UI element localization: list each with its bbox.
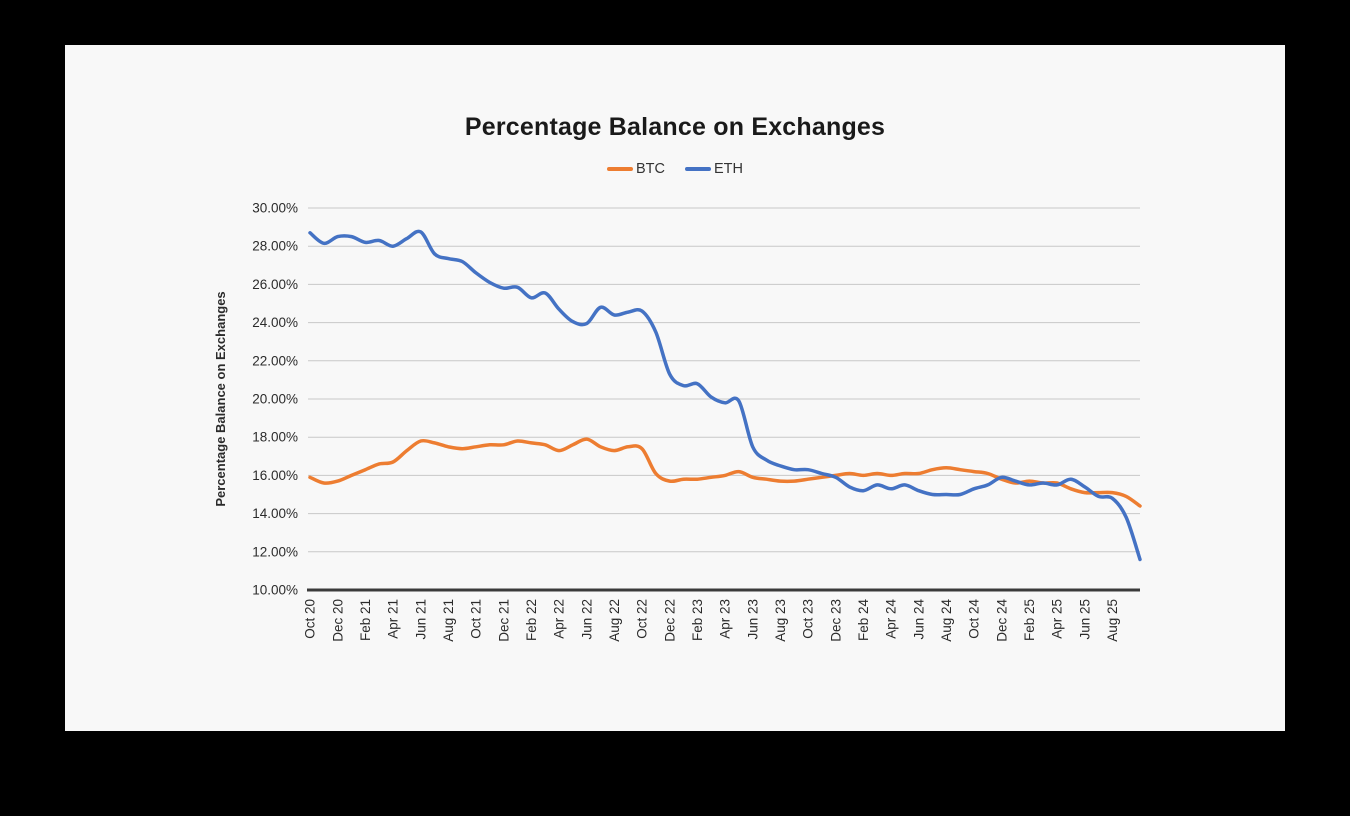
x-tick-label: Oct 23 [801,599,816,639]
y-tick-label: 24.00% [252,315,298,330]
x-tick-label: Jun 23 [745,599,760,640]
y-axis-title: Percentage Balance on Exchanges [213,291,228,506]
x-tick-label: Apr 25 [1050,599,1065,639]
y-tick-label: 22.00% [252,353,298,368]
x-tick-label: Feb 22 [524,599,539,641]
x-tick-label: Apr 21 [386,599,401,639]
legend-item-btc[interactable]: BTC [607,161,665,177]
legend-label-eth: ETH [714,161,743,177]
x-tick-label: Feb 25 [1022,599,1037,641]
x-tick-label: Dec 24 [994,599,1009,642]
y-tick-label: 26.00% [252,277,298,292]
x-tick-label: Aug 22 [607,599,622,642]
x-tick-labels: Oct 20 Dec 20 Feb 21 Apr 21 Jun 21 Aug 21 Oct … [303,599,1120,642]
x-tick-label: Oct 22 [635,599,650,639]
y-tick-label: 10.00% [252,583,298,598]
eth-line-swatch [685,166,711,172]
x-tick-label: Jun 22 [579,599,594,640]
x-tick-label: Feb 24 [856,599,871,642]
legend-label-btc: BTC [636,161,665,177]
y-tick-label: 16.00% [252,468,298,483]
x-tick-label: Jun 24 [911,599,926,640]
legend-item-eth[interactable]: ETH [685,161,743,177]
x-tick-label: Jun 21 [413,599,428,640]
x-tick-label: Dec 23 [828,599,843,642]
btc-line-swatch [607,166,633,172]
x-tick-label: Dec 22 [662,599,677,642]
x-tick-label: Apr 24 [884,599,899,639]
y-tick-label: 28.00% [252,239,298,254]
x-tick-label: Dec 20 [330,599,345,642]
x-tick-label: Apr 23 [718,599,733,639]
chart-title: Percentage Balance on Exchanges [464,113,886,141]
y-tick-label: 18.00% [252,430,298,445]
y-tick-label: 30.00% [252,201,298,216]
x-tick-label: Aug 21 [441,599,456,642]
chart-canvas: 30.00% 28.00% 26.00% 24.00% 22.00% 20.00% 18.0… [213,201,1142,642]
x-tick-label: Jun 25 [1077,599,1092,640]
x-tick-label: Oct 21 [469,599,484,639]
gridlines-and-y-ticks: 30.00% 28.00% 26.00% 24.00% 22.00% 20.00% 18.0… [252,201,1140,598]
x-tick-label: Aug 23 [773,599,788,642]
chart-legend: BTC ETH [65,161,1285,177]
x-tick-label: Oct 24 [967,599,982,639]
x-tick-label: Feb 21 [358,599,373,641]
chart-card: Percentage Balance on Exchanges BTC ETH … [65,45,1285,731]
eth-line [308,229,1142,562]
btc-line [308,437,1142,508]
x-tick-label: Aug 24 [939,599,954,642]
y-tick-label: 20.00% [252,392,298,407]
y-tick-label: 14.00% [252,506,298,521]
y-tick-label: 12.00% [252,544,298,559]
x-tick-label: Dec 21 [496,599,511,642]
x-tick-label: Feb 23 [690,599,705,641]
x-tick-label: Oct 20 [303,599,318,639]
x-tick-label: Aug 25 [1105,599,1120,642]
x-tick-label: Apr 22 [552,599,567,639]
